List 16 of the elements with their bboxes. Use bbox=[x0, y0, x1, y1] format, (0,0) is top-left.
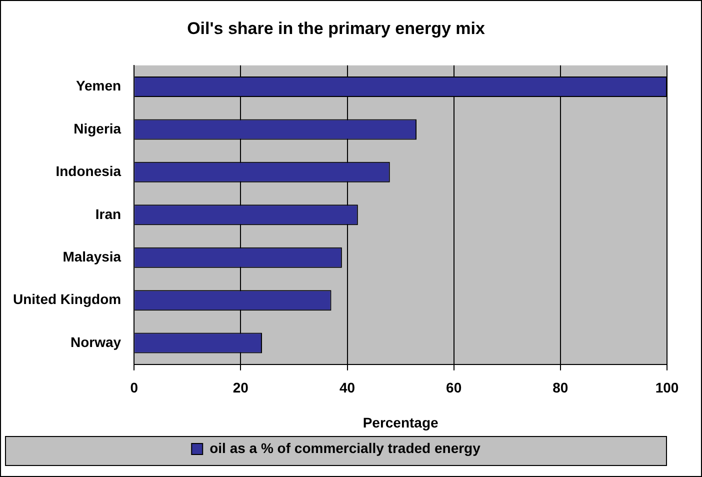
x-axis-title: Percentage bbox=[362, 414, 438, 430]
x-tick-label: 40 bbox=[339, 380, 356, 396]
y-tick-label: Yemen bbox=[76, 78, 122, 94]
y-tick-label: Iran bbox=[95, 206, 122, 222]
x-tick-label: 20 bbox=[232, 380, 249, 396]
y-tick-label: Malaysia bbox=[62, 248, 122, 264]
y-tick-label: Norway bbox=[70, 334, 122, 350]
legend-label: oil as a % of commercially traded energy bbox=[210, 440, 481, 456]
x-tick-label: 0 bbox=[130, 380, 138, 396]
y-tick-label: Nigeria bbox=[74, 120, 122, 136]
x-tick-label: 100 bbox=[655, 380, 679, 396]
y-tick-label: Indonesia bbox=[56, 163, 122, 180]
chart-title: Oil's share in the primary energy mix bbox=[187, 18, 486, 38]
x-tick-label: 80 bbox=[552, 380, 568, 396]
x-tick-label: 60 bbox=[446, 380, 462, 396]
y-tick-label: United Kingdom bbox=[12, 291, 122, 308]
